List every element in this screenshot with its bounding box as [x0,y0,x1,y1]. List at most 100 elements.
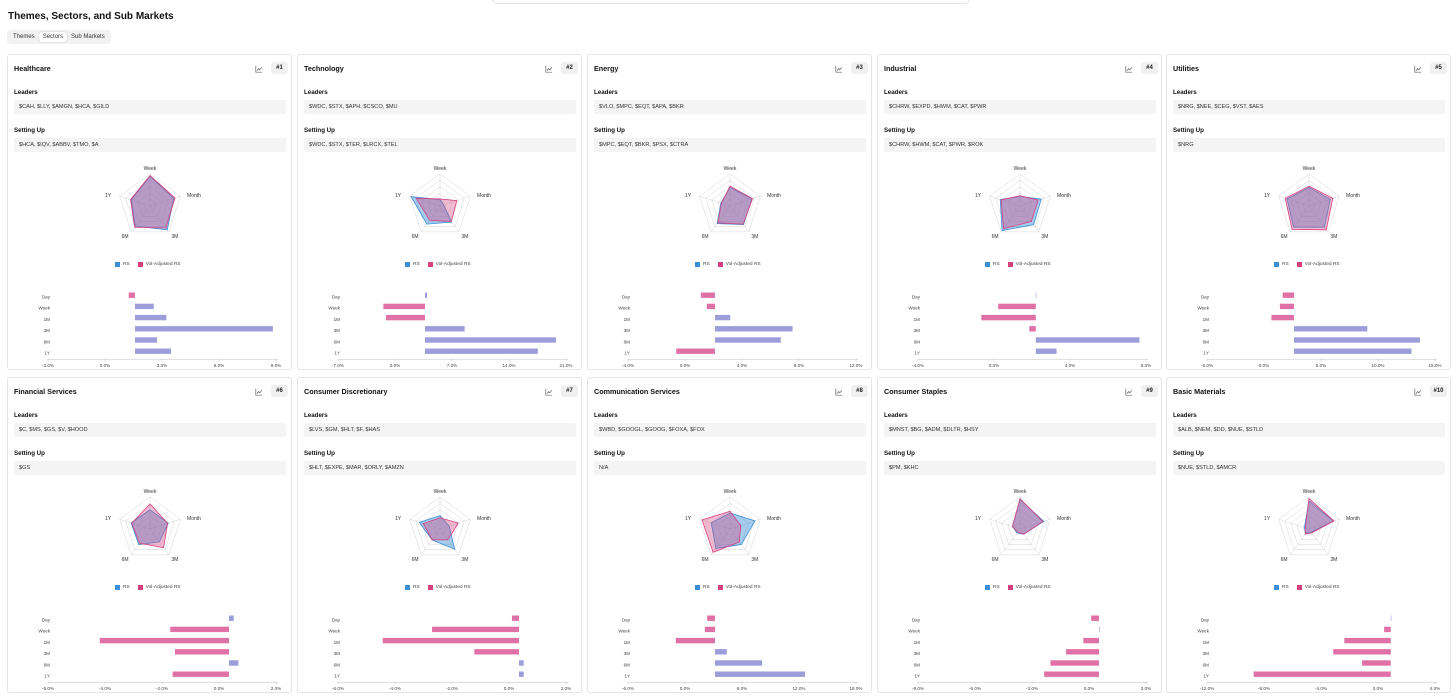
bar-1m [135,314,167,321]
bar-axis-tick-label: 2.0% [561,686,571,691]
radar-axis-label: 1Y [395,193,402,199]
bar-category-label: 3M [44,328,51,333]
bar-axis-tick-label: 0.0% [1259,363,1269,368]
leaders-label: Leaders [1173,89,1197,96]
radar-axis-label: 6M [1281,557,1288,563]
legend-swatch-vol-rs [1007,585,1013,590]
bar-axis-tick-label: 0.0% [680,686,690,691]
bar-axis-tick-label: 8.0% [794,363,804,368]
bar-axis-tick-label: -4.0% [99,686,111,691]
radar-axis-label: 3M [751,557,758,563]
bar-category-label: 6M [624,339,631,344]
bar-category-label: 1M [44,317,51,322]
chart-icon[interactable] [835,65,843,73]
bar-axis-tick-label: -4.0% [912,363,924,368]
radar-axis-label: Week [1303,166,1316,172]
bar-axis-tick-label: 10.0% [1371,363,1384,368]
radar-axis-label: 1Y [1264,516,1271,522]
sector-name: Basic Materials [1173,387,1226,396]
radar-axis-label: 1Y [395,516,402,522]
legend-swatch-vol-rs [1007,262,1013,267]
leaders-label: Leaders [304,89,328,96]
bar-week [998,303,1036,310]
bar-category-label: 1Y [914,351,920,356]
chart-icon[interactable] [545,388,553,396]
chart-icon[interactable] [545,65,553,73]
radar-axis-label: Week [144,166,157,172]
chart-icon[interactable] [255,388,263,396]
legend-swatch-rs [695,262,700,267]
radar-grid-ring [119,496,181,556]
bar-category-label: 1M [334,317,341,322]
radar-axis-label: 1Y [975,516,982,522]
legend-swatch-rs [115,585,120,590]
chart-icon[interactable] [255,65,263,73]
legend-label-rs: RS [1282,585,1289,590]
bar-1y [1044,671,1099,677]
radar-grid-ring [433,522,447,535]
returns-bar-chart: Day Week 1M 3M 6M 1Y -6.0% -4.0% -2.0% 0.0% 2.0% [38,615,281,691]
bar-3m [715,326,793,332]
bar-category-label: 6M [334,662,341,667]
sector-name: Industrial [884,64,917,73]
chart-icon[interactable] [1414,388,1422,396]
radar-spoke [989,518,1021,530]
setting-up-label: Setting Up [14,127,45,134]
bar-axis-tick-label: -6.0% [332,686,344,691]
bar-category-label: Week [1197,629,1209,634]
tab-themes[interactable]: Themes [13,34,35,40]
radar-spoke [710,205,731,233]
legend-label-rs: RS [993,262,1000,267]
bar-day [1035,292,1037,298]
radar-axis-label: 3M [461,557,468,563]
legend-item-vol-rs: Vol-Adjusted RS [1007,585,1051,590]
legend-label-rs: RS [1282,262,1289,267]
radar-grid-ring [1007,515,1033,540]
rank-badge: #6 [271,385,288,397]
radar-axis-label: 1Y [685,516,692,522]
radar-series-vol-rs [422,517,459,541]
setting-up-label: Setting Up [304,127,335,134]
search-bar[interactable] [492,0,970,4]
bar-axis-tick-label: 4.0% [1430,686,1440,691]
radar-grid-ring [989,173,1051,233]
radar-grid-ring [427,515,453,540]
radar-axis-label: 1Y [1264,193,1271,199]
chart-icon[interactable] [1125,65,1133,73]
chart-legend: RS Vol-Adjusted RS [115,585,189,590]
radar-spoke [149,518,181,530]
radar-grid-ring [433,199,447,212]
bar-category-label: 6M [1203,662,1210,667]
tab-sub-markets[interactable]: Sub Markets [71,34,105,40]
bar-1y [135,348,172,354]
chart-icon[interactable] [1414,65,1422,73]
chart-icon[interactable] [835,388,843,396]
tab-sectors[interactable]: Sectors [38,32,68,42]
bar-category-label: Day [332,295,341,300]
leaders-tickers: $WBD, $GOOGL, $GOOG, $FOXA, $FOX [594,423,866,437]
radar-axis-label: Month [767,516,781,522]
bar-week [170,626,229,633]
legend-item-vol-rs: Vol-Adjusted RS [137,262,181,267]
bar-6m [1362,660,1391,666]
radar-grid-ring [415,503,465,550]
bar-category-label: 1Y [334,674,340,679]
bar-category-label: Day [42,618,51,623]
bar-axis-tick-label: -2.0% [446,686,458,691]
bar-week [1279,303,1294,310]
sector-card: Consumer Discretionary #7 Leaders $LVS, … [297,377,582,693]
legend-swatch-rs [1274,585,1279,590]
legend-item-rs: RS [695,262,710,267]
radar-spoke [710,528,731,556]
bar-category-label: Week [908,629,920,634]
rank-badge: #8 [851,385,868,397]
radar-spoke [130,528,151,556]
bar-3m [425,326,465,332]
radar-grid-ring [1302,522,1316,535]
bar-category-label: 1Y [334,351,340,356]
radar-grid-ring [143,199,157,212]
radar-axis-label: Month [187,516,201,522]
radar-spoke [439,205,460,233]
legend-label-vol-rs: Vol-Adjusted RS [435,585,471,590]
chart-icon[interactable] [1125,388,1133,396]
